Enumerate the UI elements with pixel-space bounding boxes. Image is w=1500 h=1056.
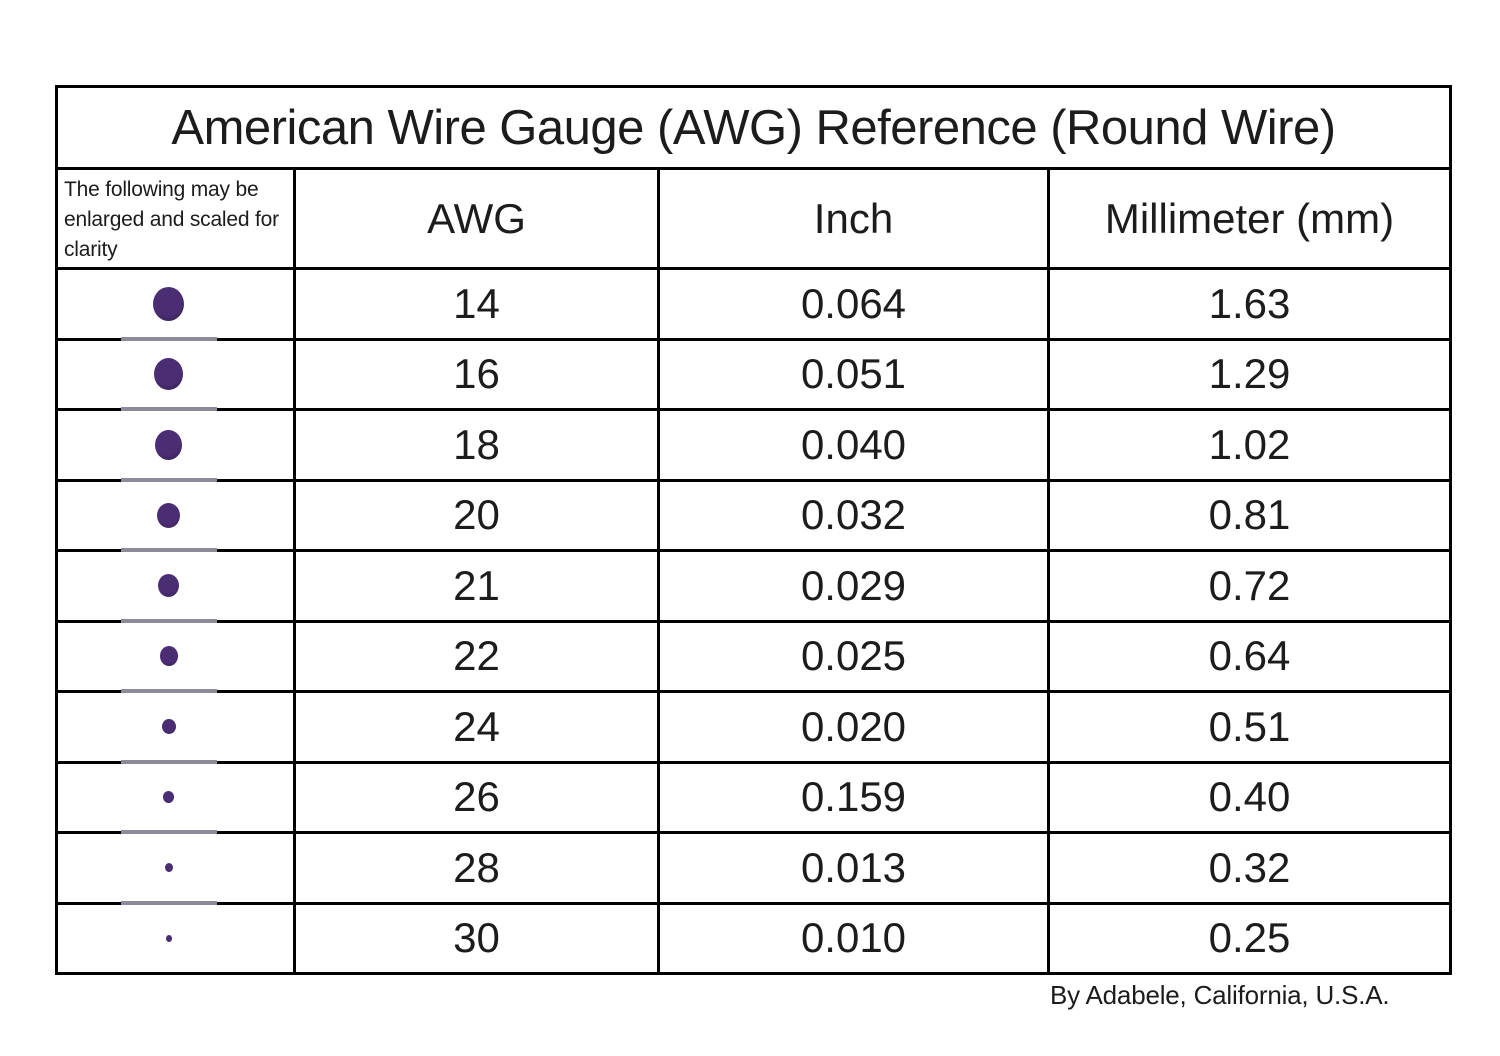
table-row: 16 0.051 1.29 <box>58 340 1449 411</box>
column-header-mm: Millimeter (mm) <box>1104 194 1395 242</box>
dot-underline <box>120 548 217 552</box>
dot-underline <box>120 477 217 482</box>
inch-cell: 0.032 <box>660 481 1050 549</box>
mm-cell: 1.63 <box>1208 279 1291 327</box>
wire-gauge-dot-icon <box>154 358 183 391</box>
awg-reference-table: American Wire Gauge (AWG) Reference (Rou… <box>55 85 1452 975</box>
awg-cell: 24 <box>296 693 660 761</box>
inch-cell: 0.013 <box>660 834 1050 902</box>
wire-gauge-dot-icon <box>165 934 172 942</box>
mm-cell: 0.64 <box>1208 632 1291 680</box>
dot-cell <box>58 622 296 693</box>
inch-cell: 0.040 <box>660 411 1050 479</box>
dot-underline <box>120 689 217 693</box>
awg-cell: 26 <box>296 763 660 831</box>
inch-cell: 0.029 <box>660 552 1050 620</box>
mm-cell: 0.40 <box>1208 773 1291 821</box>
column-header-inch: Inch <box>660 170 1050 267</box>
wire-gauge-dot-icon <box>161 719 176 735</box>
table-body: 14 0.064 1.63 16 0.051 1.29 18 0.040 1.0… <box>58 270 1449 972</box>
table-row: 14 0.064 1.63 <box>58 270 1449 341</box>
dot-cell <box>58 763 296 834</box>
dot-underline <box>120 407 217 411</box>
dot-underline <box>120 830 217 834</box>
mm-cell: 1.29 <box>1208 350 1291 398</box>
inch-cell: 0.051 <box>660 340 1050 408</box>
table-row: 22 0.025 0.64 <box>58 622 1449 693</box>
dot-cell <box>58 411 296 482</box>
table-row: 21 0.029 0.72 <box>58 552 1449 623</box>
dot-cell <box>58 904 296 972</box>
mm-cell: 0.32 <box>1208 843 1291 891</box>
scale-note: The following may be enlarged and scaled… <box>58 170 296 267</box>
dot-cell <box>58 834 296 905</box>
column-header-awg: AWG <box>296 170 660 267</box>
wire-gauge-dot-icon <box>153 286 184 321</box>
dot-cell <box>58 270 296 341</box>
mm-cell: 1.02 <box>1208 420 1291 468</box>
awg-cell: 21 <box>296 552 660 620</box>
table-header-row: The following may be enlarged and scaled… <box>58 170 1449 270</box>
mm-cell: 0.25 <box>1208 914 1291 962</box>
inch-cell: 0.020 <box>660 693 1050 761</box>
awg-cell: 28 <box>296 834 660 902</box>
dot-underline <box>120 618 217 623</box>
awg-cell: 16 <box>296 340 660 408</box>
awg-cell: 22 <box>296 622 660 690</box>
awg-cell: 30 <box>296 904 660 972</box>
dot-cell <box>58 552 296 623</box>
wire-gauge-dot-icon <box>163 791 174 804</box>
wire-gauge-dot-icon <box>159 646 178 667</box>
inch-cell: 0.159 <box>660 763 1050 831</box>
inch-cell: 0.025 <box>660 622 1050 690</box>
mm-cell: 0.72 <box>1208 561 1291 609</box>
wire-gauge-dot-icon <box>157 502 180 528</box>
dot-cell <box>58 481 296 552</box>
awg-cell: 20 <box>296 481 660 549</box>
table-row: 24 0.020 0.51 <box>58 693 1449 764</box>
dot-underline <box>120 759 217 764</box>
inch-cell: 0.010 <box>660 904 1050 972</box>
table-row: 28 0.013 0.32 <box>58 834 1449 905</box>
table-row: 18 0.040 1.02 <box>58 411 1449 482</box>
dot-cell <box>58 340 296 411</box>
table-row: 26 0.159 0.40 <box>58 763 1449 834</box>
inch-cell: 0.064 <box>660 270 1050 338</box>
table-row: 30 0.010 0.25 <box>58 904 1449 972</box>
dot-underline <box>120 336 217 341</box>
credit-text: By Adabele, California, U.S.A. <box>1050 980 1390 1010</box>
dot-cell <box>58 693 296 764</box>
awg-cell: 18 <box>296 411 660 479</box>
mm-cell: 0.51 <box>1208 702 1291 750</box>
table-title: American Wire Gauge (AWG) Reference (Rou… <box>171 100 1336 155</box>
wire-gauge-dot-icon <box>164 863 173 873</box>
wire-gauge-dot-icon <box>155 429 182 460</box>
table-title-row: American Wire Gauge (AWG) Reference (Rou… <box>58 88 1449 170</box>
mm-cell: 0.81 <box>1208 491 1291 539</box>
wire-gauge-dot-icon <box>158 574 179 598</box>
dot-underline <box>120 900 217 905</box>
table-row: 20 0.032 0.81 <box>58 481 1449 552</box>
awg-cell: 14 <box>296 270 660 338</box>
